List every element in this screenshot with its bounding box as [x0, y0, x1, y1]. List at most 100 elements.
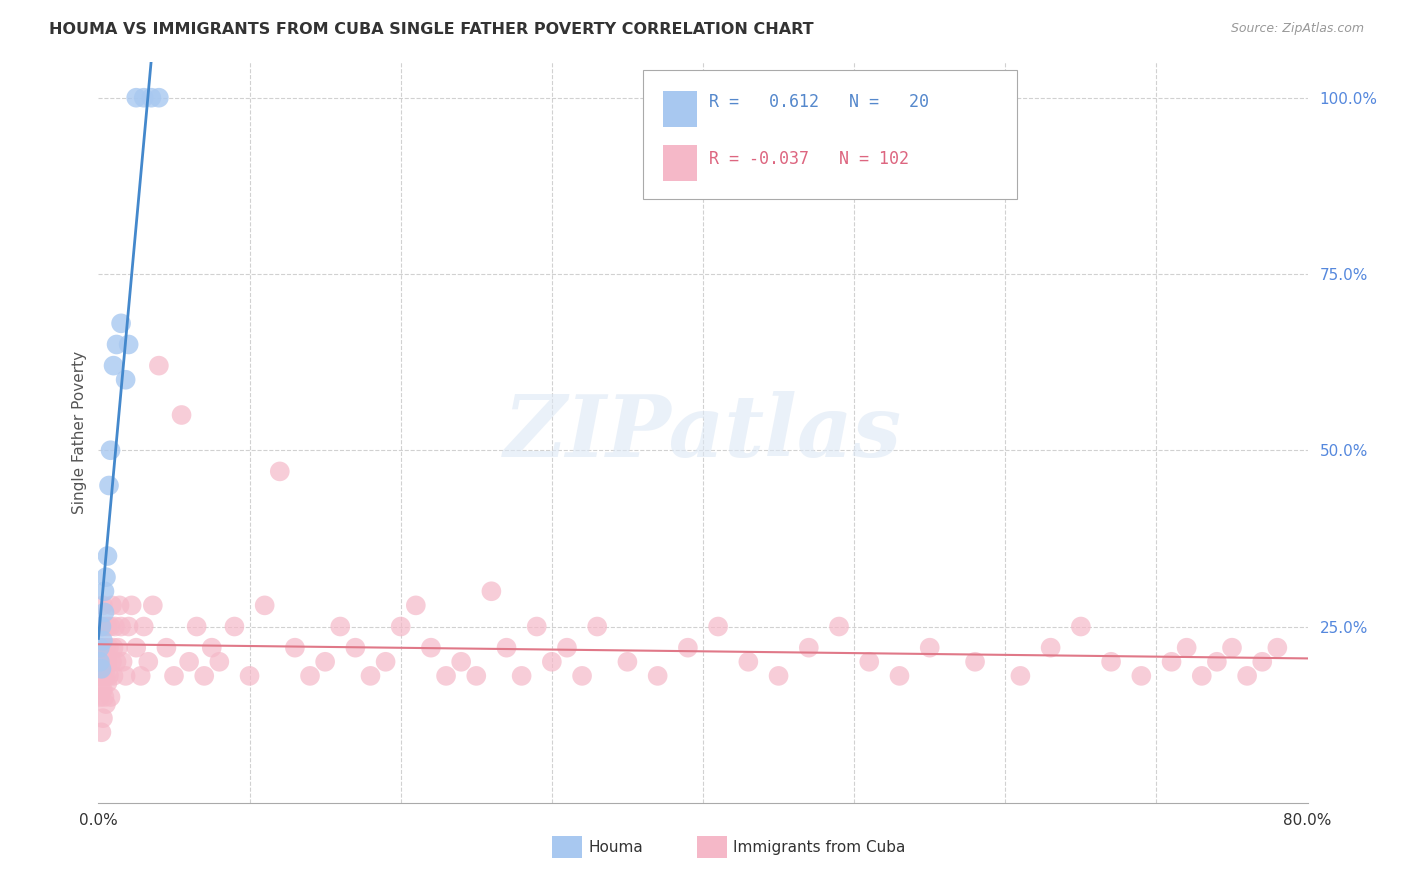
Immigrants from Cuba: [828, 619, 851, 633]
Immigrants from Cuba: [201, 640, 224, 655]
Immigrants from Cuba: [1010, 669, 1032, 683]
Immigrants from Cuba: [284, 640, 307, 655]
Immigrants from Cuba: [1099, 655, 1122, 669]
FancyBboxPatch shape: [643, 70, 1018, 200]
Immigrants from Cuba: [91, 669, 114, 683]
Immigrants from Cuba: [91, 683, 114, 698]
FancyBboxPatch shape: [664, 91, 697, 127]
Immigrants from Cuba: [405, 599, 427, 613]
Immigrants from Cuba: [269, 464, 291, 478]
Immigrants from Cuba: [571, 669, 593, 683]
Immigrants from Cuba: [965, 655, 987, 669]
Immigrants from Cuba: [1236, 669, 1258, 683]
Text: R =   0.612   N =   20: R = 0.612 N = 20: [709, 93, 929, 111]
Immigrants from Cuba: [555, 640, 578, 655]
Immigrants from Cuba: [93, 690, 115, 704]
Immigrants from Cuba: [111, 655, 134, 669]
Immigrants from Cuba: [136, 655, 159, 669]
Immigrants from Cuba: [1070, 619, 1092, 633]
Immigrants from Cuba: [91, 640, 114, 655]
Houma: [94, 570, 117, 584]
Immigrants from Cuba: [918, 640, 941, 655]
Immigrants from Cuba: [1220, 640, 1243, 655]
Immigrants from Cuba: [616, 655, 638, 669]
Houma: [110, 316, 132, 330]
Y-axis label: Single Father Poverty: Single Father Poverty: [72, 351, 87, 514]
Immigrants from Cuba: [89, 669, 111, 683]
Immigrants from Cuba: [434, 669, 457, 683]
Immigrants from Cuba: [179, 655, 201, 669]
Houma: [132, 91, 155, 105]
Immigrants from Cuba: [93, 619, 115, 633]
Immigrants from Cuba: [797, 640, 820, 655]
Immigrants from Cuba: [510, 669, 533, 683]
Immigrants from Cuba: [768, 669, 790, 683]
Immigrants from Cuba: [93, 655, 115, 669]
Immigrants from Cuba: [889, 669, 911, 683]
Immigrants from Cuba: [1191, 669, 1213, 683]
Immigrants from Cuba: [707, 619, 730, 633]
Immigrants from Cuba: [299, 669, 322, 683]
Immigrants from Cuba: [132, 619, 155, 633]
Immigrants from Cuba: [253, 599, 276, 613]
Immigrants from Cuba: [90, 655, 112, 669]
Text: Source: ZipAtlas.com: Source: ZipAtlas.com: [1230, 22, 1364, 36]
Immigrants from Cuba: [495, 640, 517, 655]
Immigrants from Cuba: [163, 669, 186, 683]
Immigrants from Cuba: [94, 669, 117, 683]
Immigrants from Cuba: [481, 584, 503, 599]
Immigrants from Cuba: [540, 655, 562, 669]
Immigrants from Cuba: [1039, 640, 1062, 655]
Houma: [96, 549, 118, 563]
Text: ZIPatlas: ZIPatlas: [503, 391, 903, 475]
Immigrants from Cuba: [1160, 655, 1182, 669]
Houma: [90, 662, 112, 676]
Immigrants from Cuba: [121, 599, 143, 613]
Immigrants from Cuba: [90, 683, 112, 698]
Immigrants from Cuba: [374, 655, 396, 669]
Immigrants from Cuba: [465, 669, 488, 683]
Houma: [93, 584, 115, 599]
Text: Houma: Houma: [588, 839, 643, 855]
Immigrants from Cuba: [526, 619, 548, 633]
Immigrants from Cuba: [89, 640, 111, 655]
Immigrants from Cuba: [110, 619, 132, 633]
Immigrants from Cuba: [125, 640, 148, 655]
Houma: [98, 478, 121, 492]
Immigrants from Cuba: [103, 669, 125, 683]
FancyBboxPatch shape: [664, 145, 697, 181]
Houma: [93, 606, 115, 620]
Immigrants from Cuba: [1267, 640, 1289, 655]
Immigrants from Cuba: [96, 655, 118, 669]
Immigrants from Cuba: [96, 676, 118, 690]
Immigrants from Cuba: [1130, 669, 1153, 683]
Immigrants from Cuba: [118, 619, 141, 633]
Immigrants from Cuba: [1251, 655, 1274, 669]
Immigrants from Cuba: [94, 640, 117, 655]
Immigrants from Cuba: [101, 655, 124, 669]
Immigrants from Cuba: [98, 640, 121, 655]
Immigrants from Cuba: [329, 619, 352, 633]
Houma: [141, 91, 163, 105]
Immigrants from Cuba: [91, 599, 114, 613]
Immigrants from Cuba: [420, 640, 443, 655]
Immigrants from Cuba: [676, 640, 699, 655]
Immigrants from Cuba: [114, 669, 136, 683]
Text: R = -0.037   N = 102: R = -0.037 N = 102: [709, 150, 910, 168]
Immigrants from Cuba: [858, 655, 880, 669]
Immigrants from Cuba: [155, 640, 177, 655]
Immigrants from Cuba: [148, 359, 170, 373]
Immigrants from Cuba: [100, 690, 122, 704]
Immigrants from Cuba: [170, 408, 193, 422]
Immigrants from Cuba: [224, 619, 246, 633]
Immigrants from Cuba: [104, 619, 127, 633]
Houma: [105, 337, 128, 351]
Houma: [114, 373, 136, 387]
Immigrants from Cuba: [1206, 655, 1229, 669]
Immigrants from Cuba: [103, 640, 125, 655]
Immigrants from Cuba: [193, 669, 215, 683]
Houma: [103, 359, 125, 373]
Immigrants from Cuba: [108, 599, 131, 613]
Immigrants from Cuba: [94, 697, 117, 711]
Immigrants from Cuba: [1175, 640, 1198, 655]
